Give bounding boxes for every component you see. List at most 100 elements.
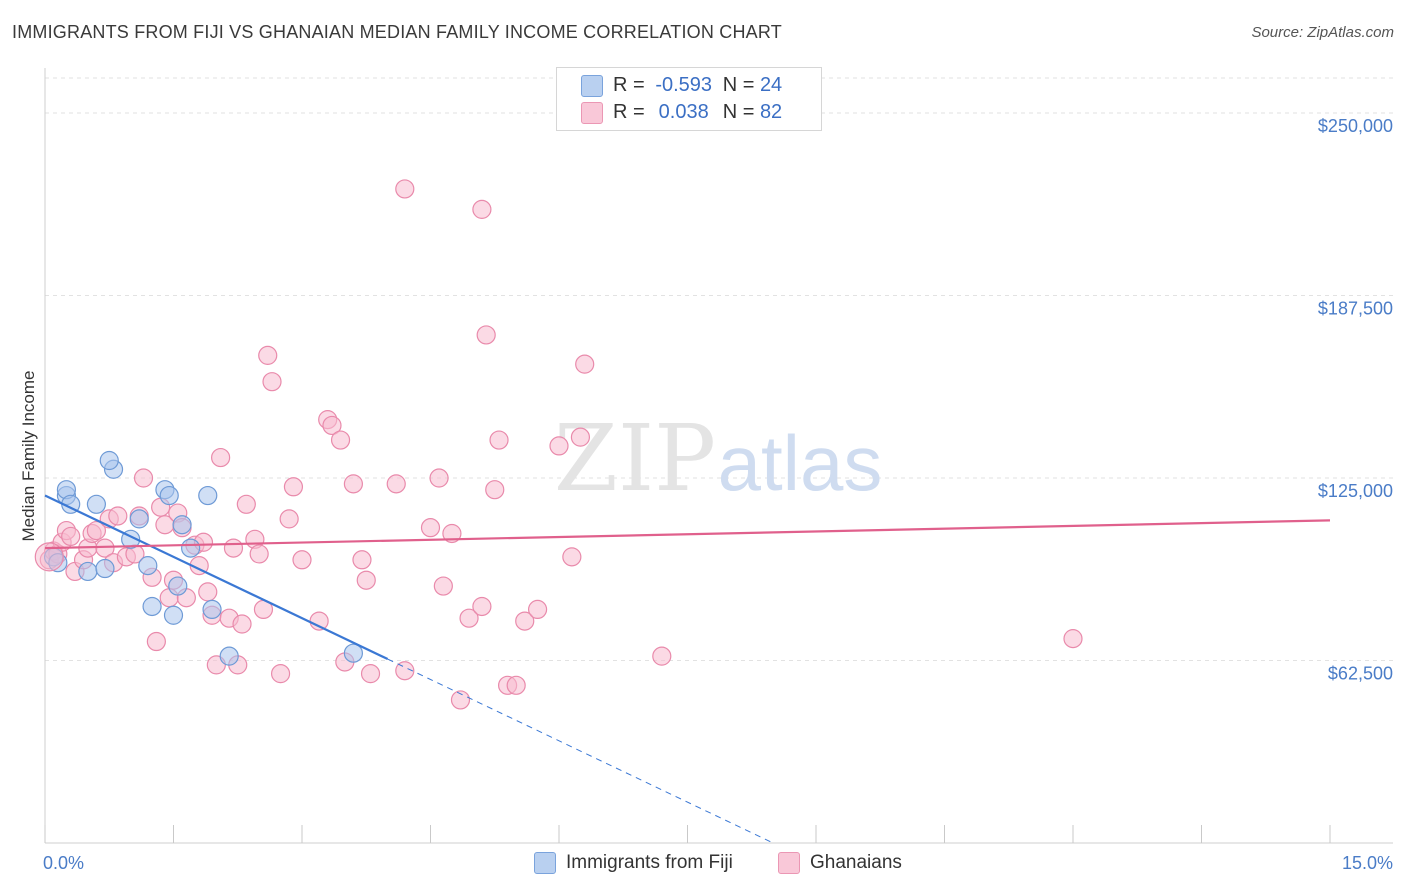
ghanaian-point-47 — [283, 477, 304, 497]
legend-n-label: N = — [722, 101, 755, 124]
y-tick-label-0: $62,500 — [1328, 664, 1393, 684]
fiji-point-18 — [198, 485, 218, 506]
fiji-point-21 — [343, 643, 363, 663]
ghanaian-point-63 — [433, 576, 453, 596]
ghanaian-point-58 — [386, 474, 406, 494]
ghanaian-point-18 — [133, 468, 154, 488]
x-tick-label-1: 15.0% — [1342, 853, 1393, 873]
ghanaian-point-5 — [61, 526, 81, 547]
ghanaian-point-39 — [236, 494, 256, 514]
fiji-point-14 — [163, 605, 184, 625]
ghanaian-point-81 — [1063, 629, 1083, 649]
legend-row-ghanaians: R = 0.038 N = 82 — [581, 101, 782, 125]
ghanaian-point-76 — [549, 436, 569, 456]
series-legend-fiji: Immigrants from Fiji — [534, 852, 733, 874]
ghanaian-point-74 — [515, 611, 535, 631]
ghanaian-point-cluster — [34, 542, 64, 572]
x-tick-label-0: 0.0% — [43, 853, 84, 873]
axes — [44, 68, 1393, 844]
ghanaian-point-66 — [459, 608, 479, 628]
y-tick-label-3: $250,000 — [1318, 116, 1393, 136]
ghanaian-trend-line — [44, 519, 1331, 550]
ghanaian-point-43 — [258, 345, 278, 365]
legend-r-label: R = — [613, 101, 645, 124]
chart-title: IMMIGRANTS FROM FIJI VS GHANAIAN MEDIAN … — [12, 22, 782, 42]
ghanaian-point-10 — [86, 520, 107, 541]
ghanaian-point-44 — [262, 372, 282, 392]
data-points — [34, 179, 1083, 710]
ghanaian-point-70 — [485, 480, 505, 500]
ghanaian-point-62 — [429, 468, 449, 488]
ghanaian-point-77 — [562, 547, 582, 567]
tick-labels: $62,500 $125,000 $187,500 $250,000 0.0% 15.0% — [43, 116, 1393, 873]
ghanaian-point-68 — [472, 199, 492, 219]
fiji-point-15 — [168, 576, 188, 596]
legend-r-value-ghanaians: 0.038 — [658, 101, 709, 124]
y-tick-label-2: $187,500 — [1318, 299, 1393, 319]
ghanaian-point-64 — [442, 523, 462, 544]
ghanaian-point-56 — [356, 570, 376, 590]
ghanaian-point-54 — [343, 474, 363, 494]
ghanaian-point-80 — [652, 646, 672, 666]
ghanaian-point-61 — [420, 518, 441, 538]
y-axis-label: Median Family Income — [19, 370, 38, 541]
fiji-trend-extension — [387, 658, 774, 844]
legend-r-value-fiji: -0.593 — [655, 74, 713, 97]
fiji-point-11 — [138, 556, 158, 576]
fiji-point-20 — [219, 646, 239, 666]
ghanaian-point-69 — [476, 325, 496, 345]
watermark: ZIP atlas — [554, 405, 882, 512]
ghanaian-point-79 — [575, 354, 595, 374]
ghanaian-point-67 — [472, 596, 492, 617]
legend-r-label: R = — [613, 74, 645, 97]
ghanaian-point-36 — [223, 538, 244, 558]
legend-swatch-fiji — [581, 74, 603, 97]
ghanaian-point-38 — [232, 614, 252, 634]
fiji-point-22 — [159, 485, 179, 506]
ghanaian-point-31 — [198, 582, 218, 602]
chart-source: Source: ZipAtlas.com — [1251, 24, 1394, 41]
trend-lines — [44, 494, 1331, 844]
ghanaian-point-55 — [352, 550, 372, 570]
ghanaian-point-71 — [489, 430, 509, 450]
fiji-point-4 — [86, 494, 107, 514]
fiji-point-12 — [142, 596, 162, 617]
fiji-point-10 — [129, 509, 149, 529]
fiji-trend-line — [44, 494, 389, 661]
ghanaian-point-59 — [395, 661, 415, 681]
ghanaian-point-20 — [146, 631, 166, 652]
ghanaian-point-75 — [527, 599, 548, 620]
fiji-point-6 — [95, 558, 115, 579]
ghanaian-point-14 — [108, 506, 128, 526]
ghanaian-point-65 — [450, 690, 471, 710]
ghanaian-point-51 — [322, 415, 342, 436]
series-swatch-fiji — [534, 852, 556, 874]
legend-n-label: N = — [722, 74, 755, 97]
legend-n-value-fiji: 24 — [759, 74, 783, 97]
ghanaian-point-48 — [292, 550, 312, 570]
ghanaian-point-73 — [506, 675, 526, 695]
fiji-point-5 — [78, 561, 98, 582]
ghanaian-point-78 — [570, 427, 591, 447]
legend-swatch-ghanaians — [581, 101, 603, 124]
y-tick-label-1: $125,000 — [1318, 481, 1393, 501]
ghanaian-point-57 — [360, 664, 381, 684]
ghanaian-point-46 — [279, 509, 299, 529]
legend-n-value-ghanaians: 82 — [759, 101, 783, 124]
series-label-ghanaians: Ghanaians — [810, 852, 902, 873]
fiji-point-16 — [172, 515, 192, 535]
ghanaian-point-52 — [330, 430, 351, 450]
legend-row-fiji: R = -0.593 N = 24 — [581, 74, 782, 98]
ghanaian-point-34 — [211, 447, 231, 468]
watermark-atlas: atlas — [718, 419, 883, 507]
series-label-fiji: Immigrants from Fiji — [566, 852, 733, 873]
fiji-point-19 — [202, 599, 222, 620]
ghanaian-point-41 — [249, 544, 269, 564]
fiji-point-8 — [99, 450, 119, 471]
watermark-zip: ZIP — [554, 405, 716, 512]
fiji-point-17 — [181, 538, 201, 558]
ghanaian-point-45 — [270, 664, 291, 684]
ghanaian-point-60 — [395, 179, 415, 199]
series-legend-ghanaians: Ghanaians — [778, 852, 902, 874]
